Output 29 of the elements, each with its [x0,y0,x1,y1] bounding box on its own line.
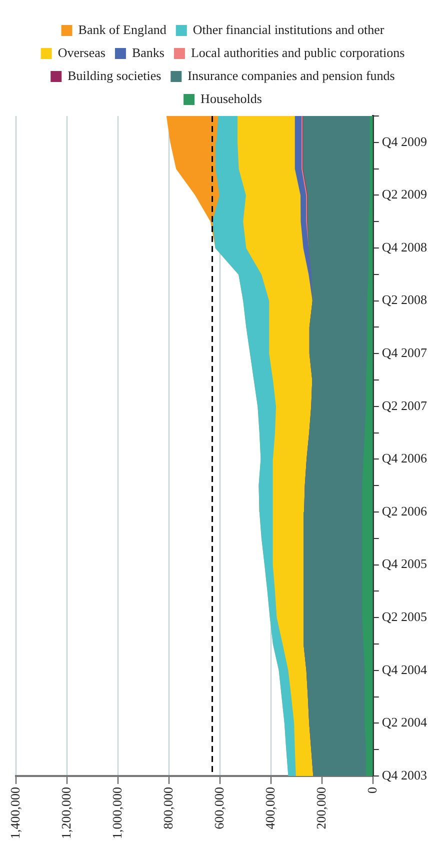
y-tick-label: Q2 2004 [382,714,428,730]
y-tick-label: Q4 2005 [382,556,427,572]
legend-label: Insurance companies and pension funds [188,68,395,83]
y-tick-label: Q2 2007 [382,398,428,413]
y-tick-label: Q2 2009 [382,186,427,202]
y-tick-label: Q4 2003 [382,767,427,782]
x-tick-label: 1,400,000 [7,787,22,839]
x-tick-label: 200,000 [313,787,328,830]
legend-label: Bank of England [78,22,167,37]
y-tick-label: Q4 2008 [382,239,427,254]
x-tick-label: 1,000,000 [109,787,124,839]
x-tick-label: 400,000 [262,787,278,830]
y-tick-label: Q2 2006 [382,503,428,518]
legend-label: Other financial institutions and other [192,22,385,37]
legend-label: Banks [132,44,164,60]
y-tick-label: Q4 2006 [382,450,428,466]
x-tick-label: 800,000 [160,787,176,830]
y-tick-label: Q4 2009 [382,134,427,149]
y-tick-label: Q2 2008 [382,292,427,308]
y-tick-label: Q2 2005 [382,609,427,624]
x-tick-label: 1,200,000 [58,787,74,839]
x-tick-label: 600,000 [211,787,226,830]
y-tick-label: Q4 2007 [382,345,428,360]
legend-label: Local authorities and public corporations [190,44,405,60]
legend-label: Overseas [58,44,106,60]
legend-label: Building societies [68,68,162,83]
legend-label: Households [200,90,262,106]
y-tick-label: Q4 2004 [382,662,428,677]
x-tick-label: 0 [364,787,380,794]
